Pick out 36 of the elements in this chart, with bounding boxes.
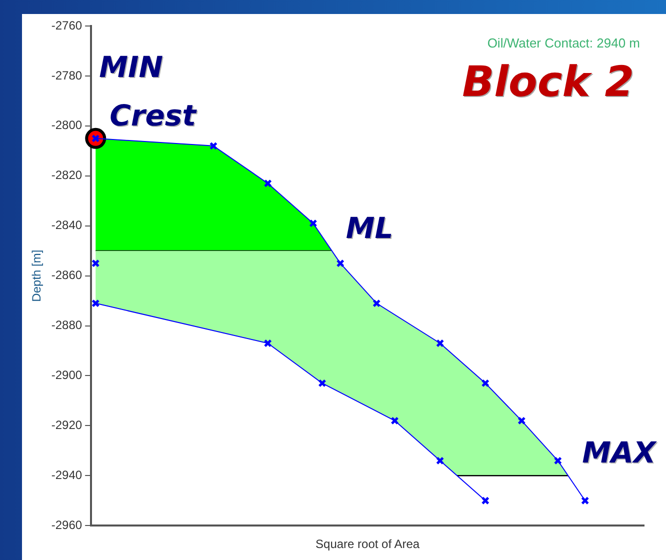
annotation: MIN [99, 50, 164, 84]
x-axis-title: Square root of Area [316, 537, 420, 552]
point [390, 416, 399, 425]
y-tick-label: -2940 [51, 468, 82, 482]
point [209, 142, 218, 150]
point [481, 379, 490, 388]
point [264, 179, 272, 188]
point [92, 259, 100, 268]
y-tick-label: -2760 [51, 18, 82, 32]
point [318, 379, 326, 388]
y-tick-label: -2820 [51, 168, 82, 182]
point [481, 496, 490, 505]
annotation: ML [346, 210, 394, 245]
text: Block 2 [462, 56, 634, 106]
y-tick-label: -2960 [51, 518, 82, 532]
point [518, 416, 526, 425]
annotation: Oil/Water Contact: 2940 m [487, 36, 640, 51]
point [436, 339, 444, 348]
point [309, 219, 318, 228]
annotation: MAX [582, 436, 658, 470]
y-tick-label: -2800 [51, 118, 82, 132]
point [336, 259, 344, 268]
y-tick-label: -2900 [51, 368, 82, 382]
point [264, 339, 272, 348]
y-tick-label: -2860 [51, 268, 82, 282]
y-tick-label: -2780 [51, 68, 82, 82]
point [436, 456, 444, 465]
y-axis-title: Depth [m] [30, 250, 44, 302]
y-tick-label: -2840 [51, 218, 82, 232]
point [92, 299, 100, 308]
y-tick-label: -2880 [51, 318, 82, 332]
point [581, 496, 590, 505]
point [554, 456, 562, 465]
point [372, 299, 381, 308]
annotation: Crest [110, 98, 198, 132]
y-tick-label: -2920 [51, 418, 82, 432]
